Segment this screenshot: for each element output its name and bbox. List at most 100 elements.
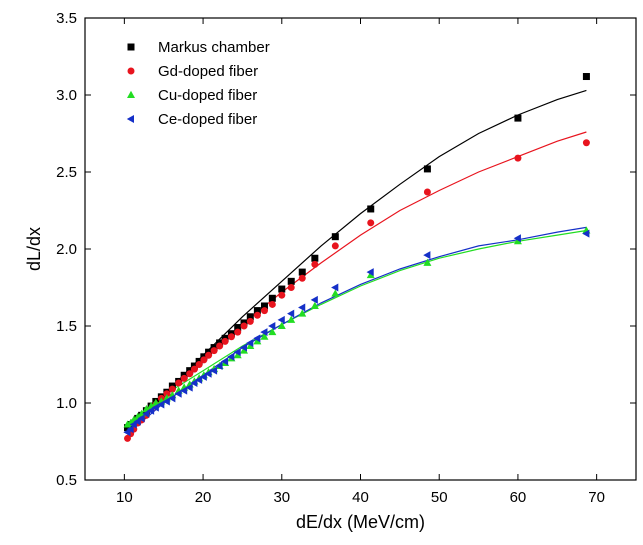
data-point [310,301,319,309]
data-point [278,291,286,299]
data-point [514,114,522,122]
data-point [151,403,159,412]
data-point [168,394,176,403]
data-point [133,417,141,426]
legend-marker [126,115,134,123]
data-point [215,362,223,371]
data-point [216,342,224,350]
data-point [287,315,296,323]
data-point [234,324,242,332]
data-point [205,351,213,359]
data-point [195,361,203,368]
data-point [260,328,268,337]
data-point [234,328,242,336]
x-axis-title: dE/dx (MeV/cm) [296,512,425,532]
data-point [331,242,339,250]
data-point [311,254,319,262]
data-point [253,334,261,343]
data-point [513,237,522,245]
data-point [185,383,193,392]
data-point [268,327,277,336]
data-point [190,365,198,373]
data-point [240,346,249,354]
data-point [331,233,339,241]
data-point [246,338,254,347]
x-tick-label: 50 [431,489,448,506]
data-point [142,409,150,418]
legend-marker [127,43,135,51]
x-tick-label: 40 [352,489,369,506]
y-tick-label: 3.0 [56,87,77,104]
y-tick-label: 2.0 [56,241,77,258]
series-group [123,229,590,437]
data-point [260,332,269,340]
data-point [210,347,218,355]
data-point [146,406,155,415]
data-point [174,389,182,398]
data-point [423,258,432,266]
data-point [366,270,375,279]
legend-label: Ce-doped fiber [158,111,257,128]
x-tick-label: 60 [510,489,527,506]
data-point [298,268,306,276]
legend: Markus chamber Gd-doped fiber Cu-doped fib… [126,39,270,128]
data-point [277,321,286,329]
data-point [298,303,306,312]
data-point [157,400,165,409]
data-point [163,390,171,398]
data-markers [123,73,591,442]
x-tick-label: 70 [588,489,605,506]
data-point [168,385,176,393]
y-axis-title: dL/dx [24,227,44,271]
data-point [246,313,254,321]
data-point [199,372,207,381]
data-point [260,302,268,310]
data-point [367,205,375,213]
data-point [246,317,254,325]
data-point [298,274,306,282]
data-point [240,322,248,330]
data-point [162,397,170,406]
data-point [233,348,241,357]
data-point [277,315,285,324]
data-point [582,139,590,147]
data-point [513,234,521,243]
y-tick-label: 1.5 [56,318,77,335]
data-point [514,154,522,162]
data-point [221,337,229,345]
data-point [190,378,198,387]
x-tick-label: 30 [273,489,290,506]
data-point [287,284,295,291]
data-point [311,260,319,268]
data-point [582,229,590,238]
data-point [331,283,339,292]
data-point [268,322,276,330]
data-point [175,379,183,387]
data-point [366,268,374,277]
legend-marker [127,90,135,98]
data-point [287,277,295,285]
data-point [287,309,295,318]
data-point [209,366,218,375]
data-point [227,333,235,341]
data-point [253,311,261,319]
data-point [260,307,268,315]
data-point [220,357,229,366]
data-point [129,420,137,429]
data-point [367,219,375,227]
y-tick-label: 0.5 [56,472,77,489]
data-point [180,374,188,382]
data-point [194,375,203,384]
data-point [423,251,431,260]
data-point [253,337,262,345]
data-point [423,188,431,196]
data-point [310,295,318,304]
x-tick-label: 20 [195,489,212,506]
data-point [126,425,134,434]
data-point [137,414,145,423]
legend-label: Markus chamber [158,39,270,56]
data-point [246,341,255,350]
y-tick-label: 3.5 [56,10,77,27]
